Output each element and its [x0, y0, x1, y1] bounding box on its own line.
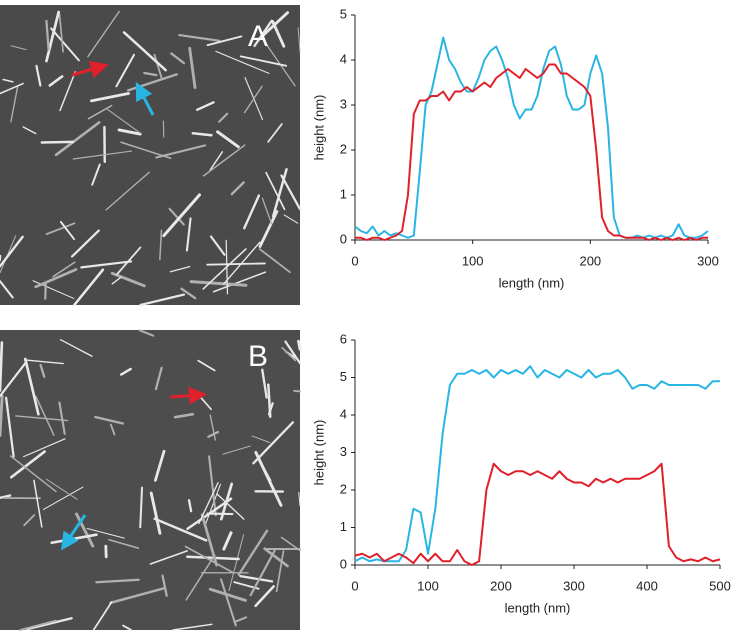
y-tick-label: 5	[340, 6, 347, 21]
y-tick-label: 4	[340, 406, 347, 421]
x-tick-label: 200	[490, 578, 512, 593]
y-tick-label: 6	[340, 331, 347, 346]
afm-image	[0, 330, 300, 630]
y-tick-label: 2	[340, 481, 347, 496]
x-tick-label: 200	[579, 253, 601, 268]
arrow	[170, 395, 198, 397]
y-axis-label: height (nm)	[311, 420, 326, 486]
x-tick-label: 100	[417, 578, 439, 593]
series-line	[355, 366, 720, 561]
series-line	[355, 38, 708, 238]
panel-label: B	[248, 340, 268, 373]
x-tick-label: 300	[563, 578, 585, 593]
fibril	[294, 391, 300, 392]
x-tick-label: 0	[351, 253, 358, 268]
series-line	[355, 464, 720, 565]
y-tick-label: 1	[340, 186, 347, 201]
x-axis-label: length (nm)	[505, 600, 571, 615]
panel-label: A	[248, 20, 268, 53]
y-tick-label: 0	[340, 231, 347, 246]
y-tick-label: 4	[340, 51, 347, 66]
x-tick-label: 400	[636, 578, 658, 593]
x-axis-label: length (nm)	[499, 275, 565, 290]
y-tick-label: 3	[340, 444, 347, 459]
y-tick-label: 1	[340, 519, 347, 534]
x-tick-label: 500	[709, 578, 731, 593]
fibril	[42, 142, 73, 143]
y-tick-label: 3	[340, 96, 347, 111]
x-tick-label: 300	[697, 253, 719, 268]
x-tick-label: 0	[351, 578, 358, 593]
x-tick-label: 100	[462, 253, 484, 268]
y-axis-label: height (nm)	[311, 95, 326, 161]
series-line	[355, 65, 708, 241]
y-tick-label: 2	[340, 141, 347, 156]
y-tick-label: 5	[340, 369, 347, 384]
y-tick-label: 0	[340, 556, 347, 571]
fibril	[298, 341, 300, 349]
